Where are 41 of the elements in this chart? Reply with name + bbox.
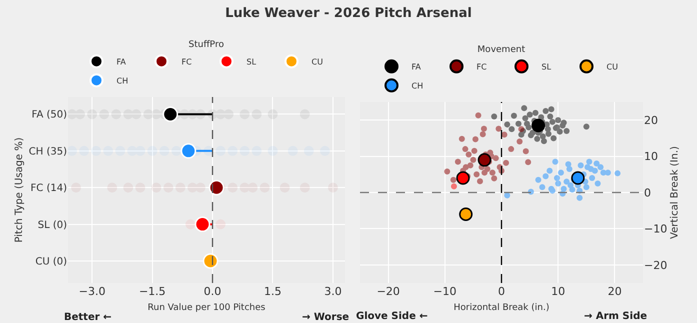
legend-label: FC — [182, 57, 192, 66]
text: → Arm Side — [584, 311, 648, 322]
chart-title: Luke Weaver - 2026 Pitch Arsenal — [224, 6, 473, 21]
text: Glove Side ← — [356, 311, 428, 322]
y-tick-label: 0 — [644, 186, 651, 200]
y-tick-label: SL (0) — [38, 220, 68, 231]
x-tick-label: 10 — [551, 285, 566, 298]
x-axis-title: Run Value per 100 Pitches — [148, 302, 266, 313]
legend-title: Movement — [477, 44, 526, 55]
y-tick-label: CH (35) — [28, 146, 68, 158]
legend-label: CU — [312, 57, 324, 66]
y-tick-label: FA (50) — [32, 110, 68, 121]
legend-label: SL — [542, 62, 552, 72]
x-tick-label: −1.5 — [138, 285, 166, 298]
x-tick-label: −3.0 — [78, 285, 106, 298]
legend-label: CU — [606, 62, 618, 72]
y-tick-label: FC (14) — [30, 183, 68, 194]
x-tick-label: 3.0 — [324, 285, 342, 298]
x-axis-title: Horizontal Break (in.) — [454, 302, 550, 313]
y-axis-title: Pitch Type (Usage %) — [14, 137, 25, 243]
legend-label: FA — [412, 62, 422, 72]
legend-label: CH — [412, 82, 424, 91]
legend-label: SL — [246, 57, 257, 66]
text: Better ← — [64, 312, 112, 323]
y-tick-label: 20 — [644, 114, 658, 127]
y-tick-label: CU (0) — [35, 256, 68, 268]
legend-label: FC — [476, 62, 488, 72]
text: → Worse — [302, 312, 350, 323]
x-tick-label: −20 — [376, 285, 400, 298]
x-tick-label: 1.5 — [264, 285, 282, 298]
x-tick-label: 0.0 — [204, 285, 222, 298]
x-tick-label: 0 — [498, 285, 505, 298]
legend-label: CH — [116, 76, 128, 86]
y-tick-label: −10 — [644, 222, 668, 236]
y-tick-label: −20 — [644, 258, 668, 272]
y-axis-title: Vertical Break (In.) — [670, 146, 681, 239]
x-tick-label: 20 — [608, 285, 622, 298]
x-tick-label: −10 — [433, 285, 457, 298]
y-tick-label: 10 — [644, 150, 658, 164]
legend-title: StuffPro — [188, 40, 224, 50]
legend-label: FA — [116, 57, 126, 66]
